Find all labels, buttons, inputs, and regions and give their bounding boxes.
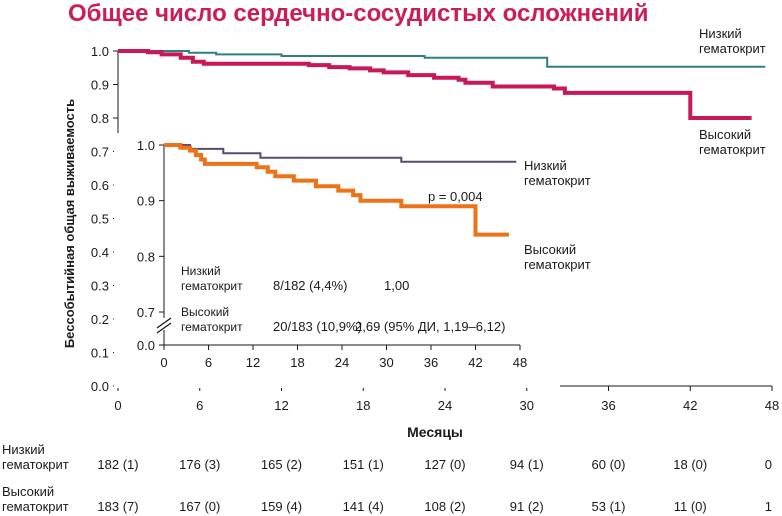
risk-cell: 165 (2) (260, 457, 303, 472)
inset-axis-break-mark (156, 317, 172, 329)
risk-cell: 141 (4) (342, 499, 384, 514)
risk-cell: 1 (764, 499, 772, 514)
inset-stats-group-label: Высокий гематокрит (181, 305, 243, 334)
inset-x-tick-label: 24 (335, 355, 349, 370)
main-y-tick-label: 0.9 (91, 78, 109, 93)
risk-cell: 94 (1) (509, 457, 544, 472)
risk-row-label: Высокий гематокрит (2, 484, 69, 514)
main-x-tick-label: 24 (438, 398, 452, 413)
risk-cell: 108 (2) (424, 499, 466, 514)
inset-p-value: p = 0,004 (428, 189, 483, 204)
main-y-tick-label: 0.8 (91, 111, 109, 126)
main-x-tick-label: 6 (196, 398, 203, 413)
inset-x-tick-label: 12 (246, 355, 260, 370)
main-x-tick-label: 48 (765, 398, 779, 413)
main-y-tick-label: 0.1 (91, 346, 109, 361)
main-series-high-hematocrit (118, 49, 752, 120)
inset-y-tick-label: 1.0 (137, 138, 155, 153)
inset-y-origin-label: 0.0 (137, 338, 155, 353)
risk-cell: 167 (0) (179, 499, 221, 514)
risk-cell: 60 (0) (591, 457, 626, 472)
inset-stats-events: 20/183 (10,9%) (273, 319, 362, 334)
risk-cell: 127 (0) (424, 457, 466, 472)
main-y-tick-label: 0.3 (91, 279, 109, 294)
inset-x-tick-label: 36 (424, 355, 438, 370)
inset-x-tick-label: 6 (205, 355, 212, 370)
risk-cell: 151 (1) (342, 457, 384, 472)
inset-stats-group-label: Низкий гематокрит (181, 264, 243, 293)
main-y-tick-label: 0.4 (91, 245, 109, 260)
main-series-low-hematocrit (118, 50, 766, 68)
inset-x-tick-label: 42 (468, 355, 482, 370)
main-y-tick-label: 0.5 (91, 212, 109, 227)
risk-row-label: Низкий гематокрит (2, 442, 69, 472)
risk-cell: 176 (3) (179, 457, 221, 472)
inset-label-high-hematocrit: Высокий гематокрит (524, 242, 591, 272)
risk-cell: 182 (1) (97, 457, 139, 472)
risk-cell: 18 (0) (673, 457, 708, 472)
main-label-low-hematocrit: Низкий гематокрит (699, 26, 766, 56)
inset-y-tick-label: 0.9 (137, 194, 155, 209)
main-x-tick-label: 18 (356, 398, 370, 413)
main-x-axis-label: Месяцы (407, 424, 463, 440)
risk-cell: 53 (1) (591, 499, 626, 514)
inset-x-tick-label: 30 (379, 355, 393, 370)
main-y-tick-label: 0.2 (91, 312, 109, 327)
inset-stats-hazard-ratio: 2,69 (95% ДИ, 1,19–6,12) (355, 319, 505, 334)
main-x-tick-label: 36 (601, 398, 615, 413)
risk-cell: 11 (0) (673, 499, 707, 514)
inset-x-tick-label: 18 (290, 355, 304, 370)
inset-axis-break-mark (156, 322, 172, 334)
main-y-tick-label: 0.7 (91, 145, 109, 160)
inset-x-tick-label: 48 (513, 355, 527, 370)
main-x-tick-label: 0 (114, 398, 121, 413)
main-x-tick-label: 30 (520, 398, 534, 413)
risk-cell: 183 (7) (97, 499, 139, 514)
main-label-high-hematocrit: Высокий гематокрит (699, 127, 766, 157)
main-y-tick-label: 0.6 (91, 178, 109, 193)
inset-stats-hazard-ratio: 1,00 (384, 278, 409, 293)
risk-cell: 0 (764, 457, 772, 472)
inset-y-tick-label: 0.8 (137, 249, 155, 264)
main-y-axis-label: Бессобытийная общая выживаемость (62, 99, 77, 348)
main-y-tick-label: 1.0 (91, 44, 109, 59)
main-x-tick-label: 12 (274, 398, 288, 413)
inset-y-tick-label: 0.7 (137, 305, 155, 320)
main-y-tick-label: 0.0 (91, 379, 109, 394)
main-x-tick-label: 42 (683, 398, 697, 413)
inset-background (114, 133, 560, 388)
inset-series-high-hematocrit (164, 143, 509, 237)
inset-x-tick-label: 0 (160, 355, 167, 370)
inset-label-low-hematocrit: Низкий гематокрит (524, 158, 591, 188)
risk-cell: 91 (2) (509, 499, 544, 514)
inset-stats-events: 8/182 (4,4%) (273, 278, 347, 293)
chart-title: Общее число сердечно-сосудистых осложнен… (68, 0, 649, 27)
risk-cell: 159 (4) (260, 499, 303, 514)
